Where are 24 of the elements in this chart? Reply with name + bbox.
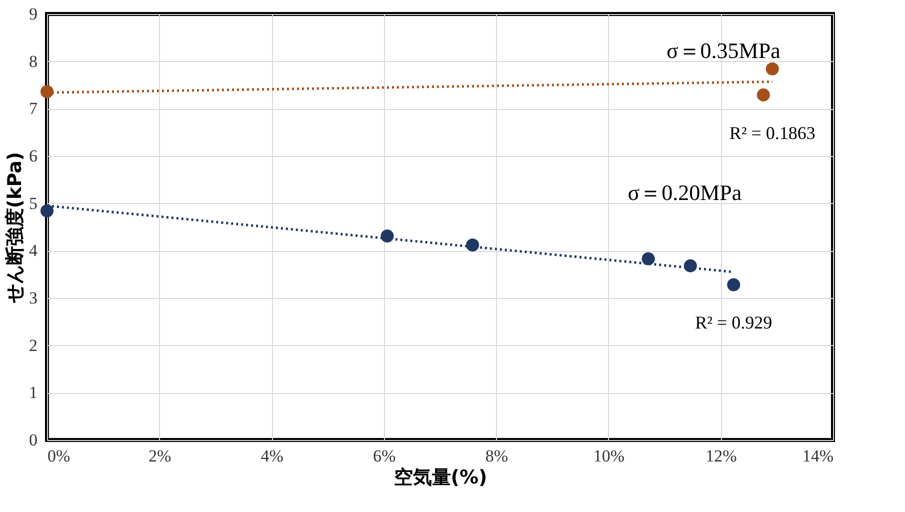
x-tick-label: 2% [148,446,172,466]
y-tick-label: 0 [29,430,38,450]
x-tick-label: 12% [706,446,737,466]
y-tick-label: 6 [29,146,38,166]
annotation: R² = 0.1863 [729,122,816,143]
y-tick-label: 1 [29,383,38,402]
series-label: σ＝0.35MPa [666,38,781,63]
x-tick-label: 0% [48,446,70,466]
x-tick-label: 8% [485,446,508,466]
y-tick-label: 9 [29,4,38,24]
x-axis-title: 空気量(%) [394,466,488,488]
y-tick-label: 2 [29,336,38,355]
y-tick-label: 5 [29,194,38,213]
text: σ＝0.20MPa [628,180,742,205]
y-tick-label: 8 [29,52,38,71]
x-tick-label: 4% [260,446,284,466]
annotation: R² = 0.929 [695,312,772,333]
y-tick-label: 3 [29,288,38,308]
x-tick-label: 14% [802,446,834,466]
x-tick-label: 10% [593,446,625,466]
x-tick-label: 6% [373,446,396,466]
y-tick-label: 7 [29,99,38,118]
y-tick-label: 4 [29,241,38,260]
y-axis-title: せん断強度(kPa) [4,152,26,304]
